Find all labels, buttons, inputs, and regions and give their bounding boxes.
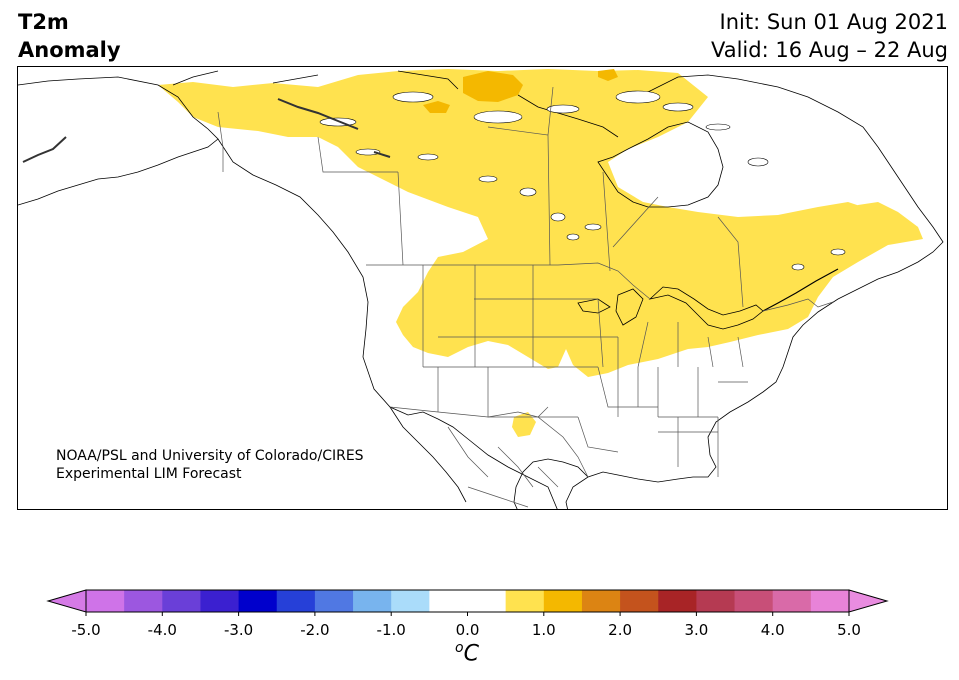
alaska-coast (18, 76, 219, 206)
colorbar-segment (124, 590, 163, 612)
hudson-bay-coast (597, 121, 724, 208)
colorbar-tick-label: 0.0 (455, 621, 480, 639)
colorbar-segment (543, 590, 583, 612)
colorbar-segment (734, 590, 774, 612)
anomaly-region-mexico (512, 412, 536, 437)
colorbar-segment (467, 590, 507, 612)
colorbar-tick-label: -1.0 (376, 621, 406, 639)
colorbar-svg (46, 589, 889, 616)
colorbar-segment (276, 590, 316, 612)
colorbar-tick-label: 2.0 (608, 621, 633, 639)
colorbar-segment (162, 590, 201, 612)
canada-us-east-border (762, 298, 834, 312)
colorbar: -5.0 -4.0 -3.0 -2.0 -1.0 0.0 1.0 2.0 3.0 4.0 5.0 o… (0, 580, 959, 680)
warm-anomaly-shading (158, 69, 923, 437)
colorbar-tick-label: 1.0 (531, 621, 556, 639)
anomaly-region-canada-us (158, 69, 923, 377)
colorbar-segment (391, 590, 430, 612)
colorbar-segment (86, 590, 125, 612)
river-lines (22, 98, 391, 163)
colorbar-segment (658, 590, 697, 612)
colorbar-segments (85, 589, 850, 616)
colorbar-over-arrow (848, 589, 889, 613)
anomaly-region-arctic (463, 71, 523, 102)
colorbar-segment (353, 590, 392, 612)
colorbar-segment (200, 590, 240, 612)
anomaly-map (18, 69, 944, 509)
colorbar-tick-label: 4.0 (760, 621, 785, 639)
colorbar-tick-label: -4.0 (147, 621, 177, 639)
anomaly-region-arctic-2 (423, 101, 450, 113)
colorbar-segment (620, 590, 659, 612)
alaska-southern-coast (217, 138, 558, 509)
baja-coast (389, 406, 467, 503)
canada-us-border (366, 262, 651, 300)
credit-line-2: Experimental LIM Forecast (56, 466, 242, 482)
title-line-1: T2m (18, 10, 69, 34)
political-boundaries (217, 86, 834, 508)
coastlines (18, 70, 944, 509)
alaska-canada-border (217, 111, 224, 172)
map-panel: NOAA/PSL and University of Colorado/CIRE… (17, 66, 948, 510)
us-mexico-border (389, 406, 589, 478)
forecast-dates: Init: Sun 01 Aug 2021 Valid: 16 Aug – 22… (711, 8, 948, 64)
anomaly-region-quebec-east (838, 202, 918, 245)
anomaly-region-arctic-3 (598, 69, 618, 81)
great-lakes-2 (615, 288, 644, 326)
title-line-2: Anomaly (18, 38, 121, 62)
colorbar-unit: oC (455, 640, 479, 666)
colorbar-tick-label: 3.0 (684, 621, 709, 639)
credit-line-1: NOAA/PSL and University of Colorado/CIRE… (56, 448, 364, 464)
colorbar-segment (238, 590, 278, 612)
unit-symbol: C (463, 641, 479, 667)
colorbar-segment (429, 590, 468, 612)
init-date: Init: Sun 01 Aug 2021 (719, 10, 948, 34)
colorbar-tick-label: 5.0 (837, 621, 861, 639)
unit-degree: o (455, 640, 464, 656)
colorbar-segment (581, 590, 621, 612)
colorbar-segment (696, 590, 736, 612)
map-title: T2m Anomaly (18, 8, 121, 64)
gulf-coast (513, 458, 589, 509)
arctic-islands-coast (172, 70, 879, 148)
colorbar-tick-label: -5.0 (71, 621, 101, 639)
colorbar-under-arrow (46, 589, 87, 613)
colorbar-segment (505, 590, 545, 612)
us-state-lines (422, 265, 748, 477)
canadian-provinces (317, 86, 744, 308)
strong-anomaly-shading (423, 69, 618, 113)
great-lakes-3 (577, 298, 611, 314)
valid-dates: Valid: 16 Aug – 22 Aug (710, 38, 948, 62)
colorbar-tick-label: -3.0 (223, 621, 254, 639)
lakes (319, 90, 846, 271)
mexico-states (447, 426, 559, 508)
colorbar-segment (314, 590, 354, 612)
colorbar-tick-label: -2.0 (300, 621, 330, 639)
st-lawrence (762, 268, 839, 312)
credit-text: NOAA/PSL and University of Colorado/CIRE… (56, 447, 364, 483)
colorbar-segment (772, 590, 812, 612)
colorbar-segment (810, 590, 850, 612)
east-coast (565, 146, 944, 509)
